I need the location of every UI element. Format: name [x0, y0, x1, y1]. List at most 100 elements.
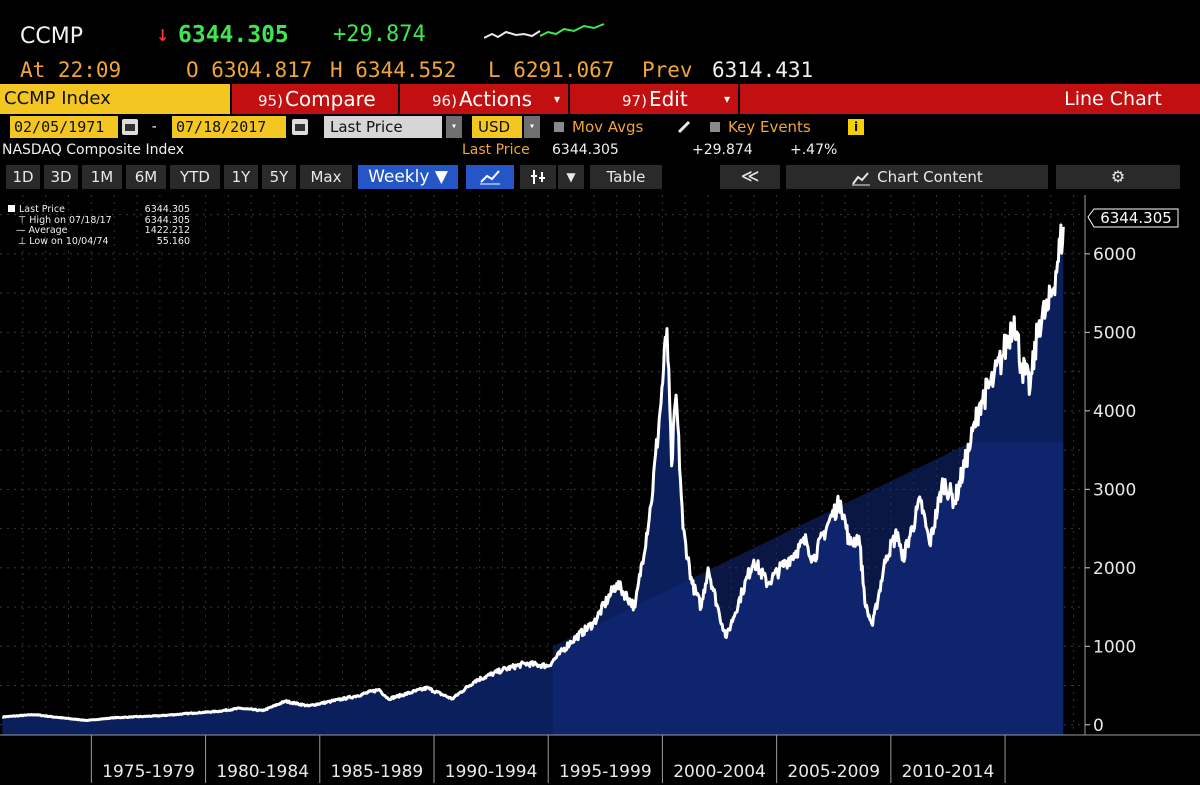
legend-item-high: ⊤ High on 07/18/17 6344.305	[8, 214, 190, 227]
chevron-down-icon: ▾	[723, 92, 730, 106]
legend-item-last-price[interactable]: Last Price 6344.305	[8, 204, 190, 216]
prev-label: Prev	[642, 58, 693, 82]
candlestick-button[interactable]	[520, 165, 556, 189]
percent-change: +.47%	[790, 142, 838, 158]
calendar-icon[interactable]	[122, 119, 138, 135]
x-tick-label: 1985-1989	[331, 762, 424, 782]
y-axis-ticks: 0 1000 2000 3000 4000 5000 6000	[1085, 245, 1136, 736]
pencil-icon[interactable]	[676, 119, 692, 135]
date-separator: -	[150, 119, 159, 135]
open-price: O 6304.817	[186, 58, 313, 82]
edit-number: 97)	[622, 92, 647, 110]
line-chart-icon	[480, 170, 500, 185]
last-price-value: 6344.305	[552, 142, 619, 158]
legend-value: 55.160	[156, 235, 190, 247]
y-tick-label: 0	[1093, 716, 1104, 736]
y-tick-label: 5000	[1093, 323, 1136, 343]
price-area-highlight	[552, 442, 1064, 735]
chart-content-icon	[852, 171, 871, 185]
chevron-down-icon: ▾	[553, 92, 560, 106]
table-button[interactable]: Table	[590, 165, 662, 189]
chart-content-label: Chart Content	[877, 168, 983, 186]
down-arrow-icon: ↓	[156, 22, 170, 47]
legend-label: Low on 10/04/74	[29, 235, 109, 247]
chart-type-label[interactable]: Line Chart	[1064, 88, 1162, 110]
x-tick-label: 1975-1979	[102, 762, 195, 782]
prev-close: 6314.431	[712, 58, 814, 82]
legend-value: 1422.212	[144, 225, 190, 236]
actions-label: Actions	[458, 87, 533, 111]
y-tick-label: 4000	[1093, 402, 1136, 422]
x-tick-label: 1980-1984	[216, 762, 309, 782]
high-marker-icon: ⊤	[18, 214, 27, 226]
range-5y-button[interactable]: 5Y	[262, 165, 296, 189]
chart-toolbar: 1D 3D 1M 6M YTD 1Y 5Y Max Weekly ▼ ▼ Tab…	[0, 165, 1200, 191]
edit-label: Edit	[648, 87, 688, 111]
range-3d-button[interactable]: 3D	[44, 165, 78, 189]
line-chart-button[interactable]	[466, 165, 514, 189]
range-1m-button[interactable]: 1M	[82, 165, 122, 189]
net-change: +29.874	[333, 22, 426, 47]
currency-select[interactable]: USD	[472, 116, 522, 138]
frequency-select[interactable]: Weekly ▼	[358, 165, 458, 189]
last-price: 6344.305	[178, 22, 289, 48]
menu-bar: CCMP Index 95) Compare 96) Actions ▾ 97) Ed…	[0, 84, 1200, 114]
mov-avgs-label[interactable]: Mov Avgs	[572, 118, 644, 136]
security-description-row: NASDAQ Composite Index Last Price 6344.3…	[0, 140, 1200, 162]
low-price: L 6291.067	[488, 58, 615, 82]
quote-detail-row: At 22:09 O 6304.817 H 6344.552 L 6291.06…	[0, 56, 1200, 86]
end-date-field[interactable]: 07/18/2017	[172, 116, 286, 138]
candlestick-icon	[531, 170, 545, 184]
gear-icon[interactable]: ⚙	[1056, 165, 1180, 189]
average-marker-icon: —	[16, 225, 26, 236]
collapse-button[interactable]: ≪	[720, 165, 780, 189]
date-range-row: 02/05/1971 - 07/18/2017 Last Price ▾ USD…	[0, 116, 1200, 138]
x-tick-label: 1990-1994	[445, 762, 538, 782]
range-6m-button[interactable]: 6M	[126, 165, 166, 189]
legend-value: 6344.305	[144, 214, 190, 226]
info-icon[interactable]: i	[848, 119, 864, 135]
sparkline-icon	[484, 23, 605, 39]
y-tick-label: 2000	[1093, 559, 1136, 579]
ticker-symbol: CCMP	[20, 24, 83, 49]
chevron-down-icon[interactable]: ▾	[446, 116, 462, 138]
compare-button[interactable]: 95) Compare	[230, 84, 398, 114]
price-chart[interactable]: 0 1000 2000 3000 4000 5000 6000 1975-1979 1980-…	[0, 195, 1200, 785]
legend-label: Last Price	[19, 204, 65, 215]
chevron-down-icon[interactable]: ▾	[524, 116, 540, 138]
range-1y-button[interactable]: 1Y	[224, 165, 258, 189]
last-value-label: 6344.305	[1100, 209, 1172, 227]
range-ytd-button[interactable]: YTD	[170, 165, 220, 189]
quote-time: At 22:09	[20, 58, 122, 82]
square-icon	[8, 205, 15, 212]
x-tick-label: 2000-2004	[673, 762, 766, 782]
menu-divider	[738, 84, 740, 114]
x-tick-label: 2005-2009	[787, 762, 880, 782]
y-tick-label: 6000	[1093, 245, 1136, 265]
security-field[interactable]: CCMP Index	[0, 84, 230, 114]
chart-legend: Last Price 6344.305 ⊤ High on 07/18/17 63…	[8, 204, 190, 248]
mov-avgs-checkbox[interactable]	[554, 122, 564, 132]
compare-label: Compare	[284, 87, 376, 111]
key-events-checkbox[interactable]	[710, 122, 720, 132]
chevron-down-icon[interactable]: ▼	[558, 165, 584, 189]
ticker-row: CCMP ↓ 6344.305 +29.874	[0, 18, 1200, 54]
actions-menu[interactable]: 96) Actions ▾	[398, 84, 568, 114]
chart-content-button[interactable]: Chart Content	[786, 165, 1048, 189]
actions-number: 96)	[432, 92, 457, 110]
legend-label: High on 07/18/17	[29, 214, 112, 226]
legend-item-low: ⊥ Low on 10/04/74 55.160	[8, 235, 190, 248]
calendar-icon[interactable]	[292, 119, 308, 135]
field-select[interactable]: Last Price	[324, 116, 442, 138]
start-date-field[interactable]: 02/05/1971	[10, 116, 118, 138]
y-tick-label: 1000	[1093, 637, 1136, 657]
x-tick-label: 2010-2014	[902, 762, 995, 782]
edit-menu[interactable]: 97) Edit ▾	[568, 84, 738, 114]
y-tick-label: 3000	[1093, 480, 1136, 500]
range-max-button[interactable]: Max	[300, 165, 352, 189]
last-price-label: Last Price	[462, 142, 530, 158]
security-name: NASDAQ Composite Index	[2, 142, 184, 158]
range-1d-button[interactable]: 1D	[6, 165, 40, 189]
key-events-label[interactable]: Key Events	[728, 118, 811, 136]
compare-number: 95)	[258, 92, 283, 110]
